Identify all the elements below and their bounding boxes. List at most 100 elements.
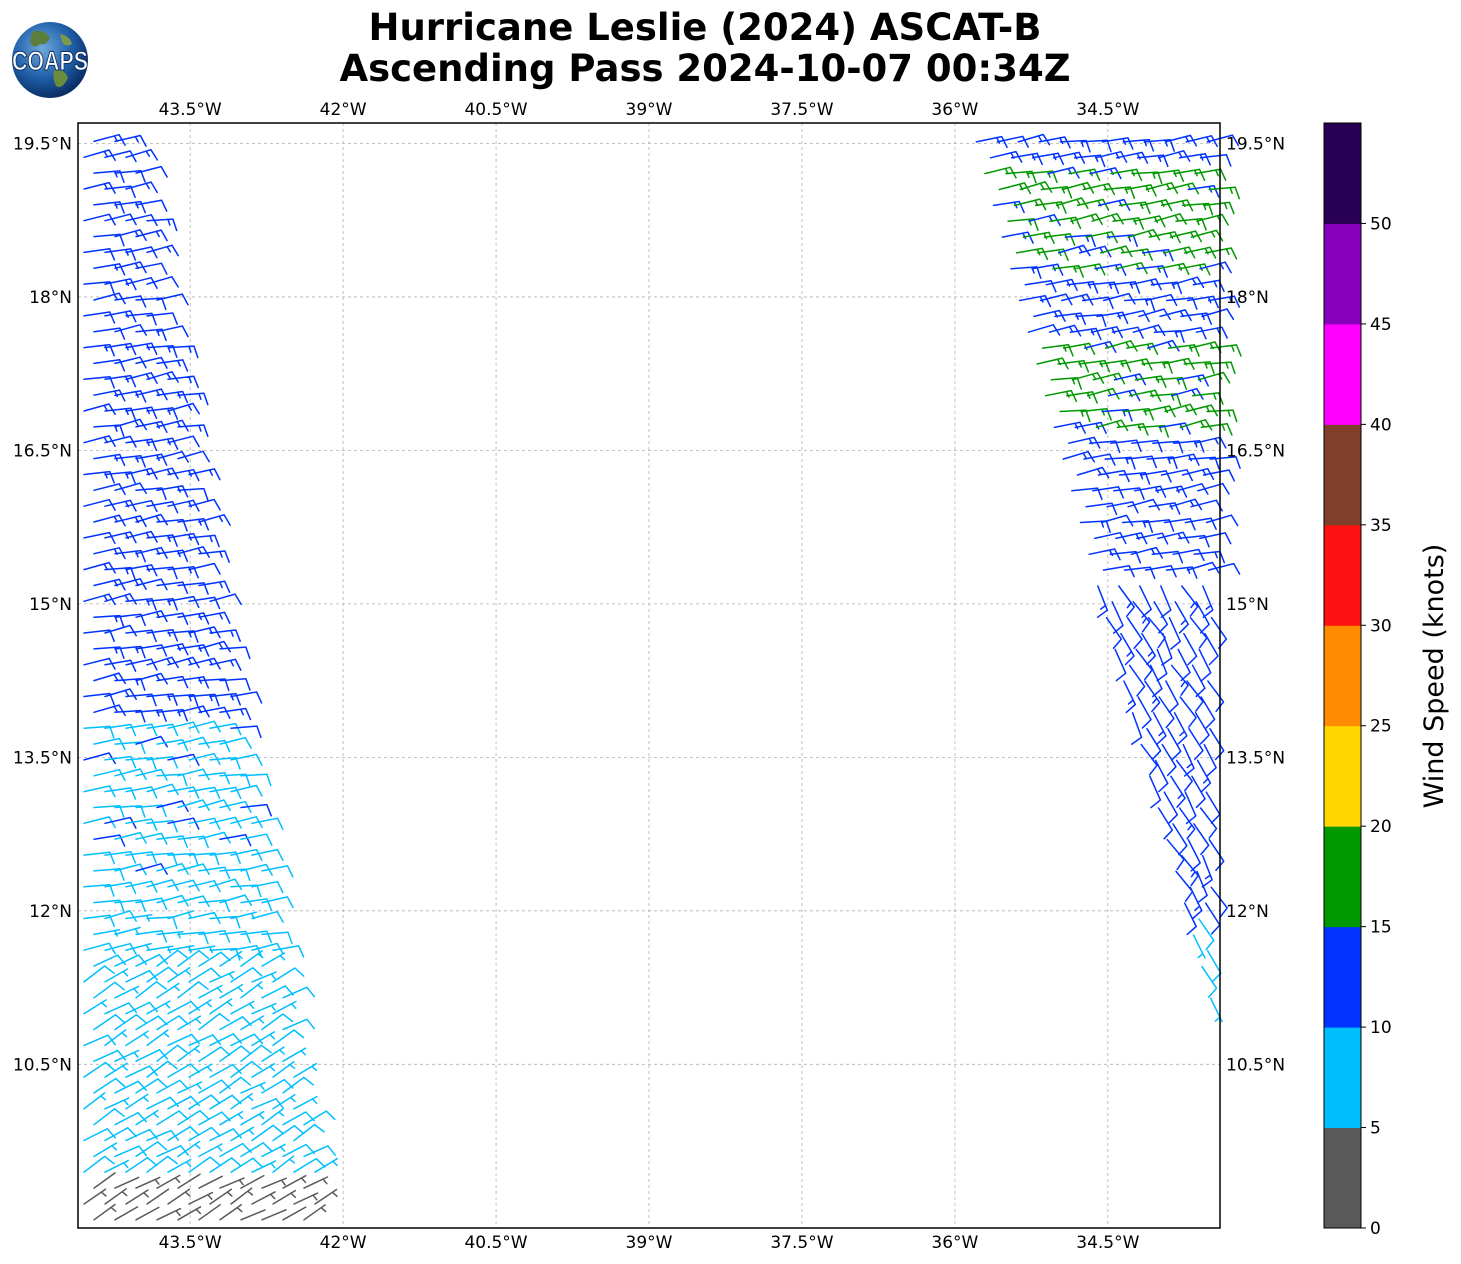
wind-barb [1152,712,1167,745]
wind-barb [303,1176,329,1189]
wind-barb [1157,150,1191,162]
wind-barb [1205,514,1239,527]
wind-barb [1123,680,1137,714]
wind-barb [114,926,141,936]
wind-barb [156,643,189,656]
wind-barb [93,954,127,967]
wind-barb [1017,133,1051,146]
wind-barb [104,593,137,605]
wind-barb [1158,696,1175,729]
wind-barb [240,1081,266,1094]
lat-tick-right: 19.5°N [1226,134,1285,154]
wind-barb [230,725,262,739]
wind-barb [198,984,223,999]
wind-barb [188,817,221,830]
wind-barb [146,916,178,930]
wind-barb [167,1000,200,1015]
wind-barb [272,1124,305,1142]
wind-barb [1149,393,1182,407]
wind-barb [1191,392,1224,405]
wind-barb [240,773,272,787]
wind-barb [1154,213,1187,225]
wind-barb [230,1033,264,1047]
wind-barb [156,390,189,404]
wind-barb [1015,247,1049,261]
wind-barb [114,324,147,336]
wind-barb [272,1189,297,1205]
wind-barb [1114,648,1127,682]
wind-barb [198,580,231,593]
wind-barb [135,297,167,311]
wind-barb [219,833,252,847]
colorbar-tick-label: 35 [1370,516,1392,536]
wind-barb [1160,585,1172,619]
wind-barb [177,546,210,558]
wind-barb [1143,405,1176,418]
colorbar-tick-label: 25 [1370,717,1392,737]
wind-barb [177,424,209,438]
wind-barb [1073,263,1106,276]
wind-barb [240,930,273,944]
wind-barb [104,851,137,864]
wind-barb [230,753,263,766]
wind-barb [125,1065,159,1078]
wind-barb [1123,298,1156,312]
wind-barb [188,562,221,575]
wind-barb [1178,807,1196,840]
wind-barb [219,1110,244,1126]
wind-barb [1100,514,1134,527]
wind-barb [1168,616,1181,650]
wind-barb [135,644,168,657]
wind-barb [1174,601,1189,634]
wind-barb [261,931,293,945]
wind-barb [167,1063,200,1078]
wind-barb [188,1191,214,1205]
wind-barb [251,971,277,983]
colorbar-tick-label: 45 [1370,315,1392,335]
wind-barb [1199,154,1232,167]
wind-barb [104,1029,128,1047]
wind-barb [1197,371,1231,384]
wind-barb [156,359,189,372]
wind-barb [1184,791,1197,825]
wind-barb [104,1159,129,1173]
wind-barb [209,756,241,770]
wind-barb [93,834,126,847]
wind-barb [1018,294,1052,308]
wind-barb [209,1033,242,1047]
wind-barb [1173,712,1188,745]
wind-barb [1075,314,1107,327]
wind-barb [114,482,147,495]
wind-barb [1076,466,1110,479]
wind-barb [303,1204,327,1221]
wind-barb [1001,231,1034,244]
wind-barb [1102,564,1135,578]
wind-barb [177,450,210,463]
lat-tick-left: 19.5°N [13,134,72,154]
wind-barb [156,800,189,813]
wind-barb [135,229,168,242]
wind-barb [198,706,231,719]
wind-barb [198,799,231,811]
wind-barb [198,1079,231,1094]
wind-barb [156,949,188,967]
wind-barb [83,1188,107,1205]
wind-barb [125,786,158,799]
wind-barb [1130,546,1164,559]
wind-barb [198,899,230,913]
wind-barb [1080,139,1112,153]
wind-barb [1127,498,1161,511]
wind-barb [219,1076,252,1094]
lat-tick-left: 18°N [29,288,72,308]
wind-barb [1204,902,1221,935]
wind-barb [282,1206,307,1221]
wind-barb [93,768,126,782]
wind-barb [293,1157,326,1173]
wind-barb [114,1049,140,1062]
wind-barb [114,1206,139,1221]
wind-barb [1197,482,1230,495]
wind-barb [1149,664,1163,698]
wind-barb [1199,532,1232,545]
wind-barb [1207,680,1225,713]
colorbar-tick-label: 15 [1370,918,1392,938]
